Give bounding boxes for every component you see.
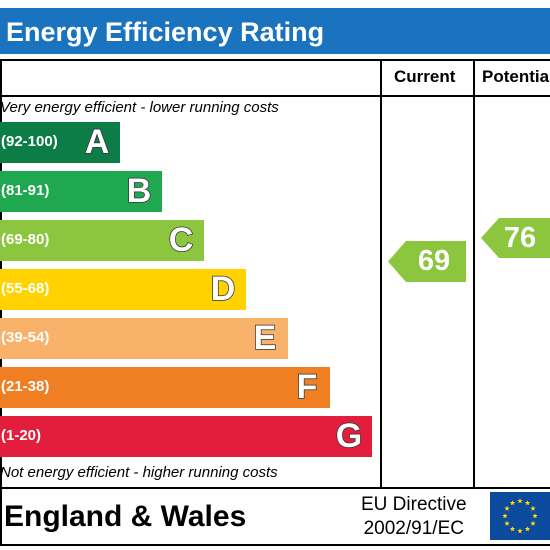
band-range: (21-38) (1, 378, 50, 395)
chart-title: Energy Efficiency Rating (6, 17, 325, 47)
band-f: (21-38) F (0, 367, 330, 408)
band-range: (1-20) (1, 427, 42, 444)
divider-current (380, 59, 382, 489)
band-letter: A (84, 122, 110, 162)
directive-line-1: EU Directive (361, 494, 467, 515)
eu-flag-icon (490, 492, 550, 540)
band-letter: E (253, 318, 277, 358)
eu-directive-text: EU Directive 2002/91/EC (361, 493, 467, 541)
eu-star-icon (530, 505, 536, 511)
band-b: (81-91) B (0, 171, 162, 212)
eu-star-icon (502, 513, 508, 519)
eu-star-icon (524, 526, 531, 532)
footer-divider (0, 487, 550, 489)
band-g: (1-20) G (0, 416, 372, 457)
band-range: (81-91) (1, 182, 50, 199)
directive-line-2: 2002/91/EC (363, 518, 464, 539)
band-letter: C (168, 220, 194, 260)
current-rating-value: 69 (417, 245, 451, 277)
column-header-current: Current (394, 67, 456, 86)
band-letter: B (126, 171, 152, 211)
header-divider (0, 95, 550, 97)
band-range: (39-54) (1, 329, 50, 346)
eu-star-icon (509, 500, 516, 506)
band-d: (55-68) D (0, 269, 246, 310)
divider-potential (473, 59, 475, 489)
potential-rating-value: 76 (503, 221, 537, 254)
band-e: (39-54) E (0, 318, 288, 359)
band-letter: G (335, 416, 363, 456)
band-c: (69-80) C (0, 220, 204, 261)
eu-star-icon (530, 520, 536, 526)
region-label: England & Wales (4, 500, 247, 533)
eu-star-icon (504, 505, 510, 511)
band-a: (92-100) A (0, 122, 120, 163)
title-bar: Energy Efficiency Rating (0, 8, 550, 54)
top-caption: Very energy efficient - lower running co… (0, 99, 279, 116)
current-rating-arrow: 69 (388, 241, 466, 282)
potential-rating-arrow: 76 (481, 218, 550, 258)
eu-star-icon (517, 528, 523, 534)
column-header-potential: Potential (482, 67, 550, 86)
eu-star-icon (524, 500, 531, 506)
bottom-caption: Not energy efficient - higher running co… (0, 464, 278, 481)
eu-star-icon (532, 513, 538, 519)
eu-star-icon (504, 520, 510, 526)
eu-star-icon (517, 498, 523, 504)
eu-star-icon (509, 526, 516, 532)
band-range: (69-80) (1, 231, 50, 248)
band-range: (55-68) (1, 280, 50, 297)
band-range: (92-100) (1, 133, 58, 150)
band-letter: F (296, 367, 318, 407)
band-letter: D (210, 269, 236, 309)
